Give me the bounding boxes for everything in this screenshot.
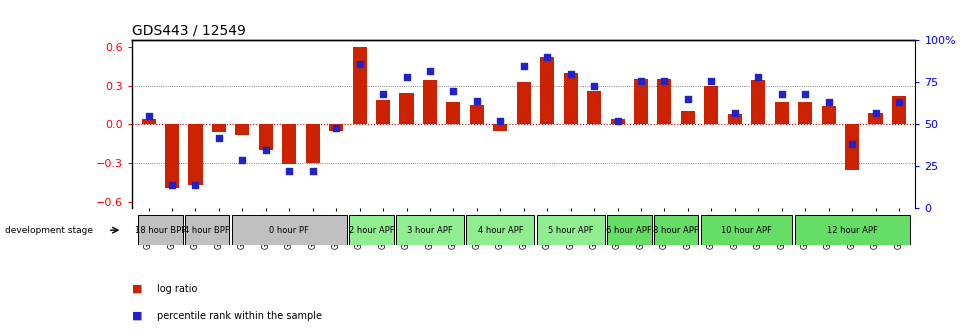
Bar	[587, 91, 600, 124]
Point	[562, 71, 578, 77]
Point	[633, 78, 648, 83]
Point	[141, 113, 156, 119]
Bar	[142, 119, 156, 124]
Bar	[540, 57, 554, 124]
Text: log ratio: log ratio	[156, 284, 197, 294]
Text: 4 hour BPF: 4 hour BPF	[184, 226, 230, 235]
Text: 0 hour PF: 0 hour PF	[269, 226, 309, 235]
Bar	[211, 124, 226, 132]
Point	[445, 88, 461, 93]
Point	[820, 100, 835, 105]
Point	[211, 135, 227, 140]
Bar	[188, 124, 202, 185]
Point	[515, 63, 531, 68]
Text: 6 hour APF: 6 hour APF	[605, 226, 651, 235]
Bar	[844, 124, 859, 170]
Point	[235, 157, 250, 162]
Bar	[329, 124, 343, 131]
Text: 18 hour BPF: 18 hour BPF	[135, 226, 186, 235]
Point	[609, 118, 625, 124]
Bar	[563, 73, 577, 124]
Point	[164, 182, 180, 187]
Point	[492, 118, 508, 124]
Point	[539, 54, 555, 60]
Bar	[376, 100, 389, 124]
Bar	[399, 93, 413, 124]
Point	[656, 78, 672, 83]
Bar	[352, 47, 367, 124]
Text: 8 hour APF: 8 hour APF	[652, 226, 698, 235]
Bar	[516, 82, 530, 124]
Bar	[821, 106, 835, 124]
Point	[281, 169, 296, 174]
Point	[867, 110, 882, 115]
Bar	[138, 215, 182, 245]
Point	[375, 91, 390, 97]
Text: GDS443 / 12549: GDS443 / 12549	[132, 24, 245, 38]
Bar	[232, 215, 346, 245]
Text: ■: ■	[132, 284, 146, 294]
Point	[843, 142, 859, 147]
Bar	[165, 124, 179, 187]
Point	[727, 110, 742, 115]
Point	[398, 75, 414, 80]
Point	[258, 147, 274, 152]
Bar	[867, 113, 881, 124]
Text: 12 hour APF: 12 hour APF	[825, 226, 876, 235]
Bar	[466, 215, 534, 245]
Bar	[349, 215, 393, 245]
Bar	[794, 215, 909, 245]
Bar	[305, 124, 320, 163]
Text: ■: ■	[132, 311, 146, 321]
Text: percentile rank within the sample: percentile rank within the sample	[156, 311, 322, 321]
Point	[703, 78, 719, 83]
Bar	[634, 79, 647, 124]
Point	[351, 61, 367, 67]
Point	[468, 98, 484, 103]
Text: 5 hour APF: 5 hour APF	[548, 226, 593, 235]
Bar	[536, 215, 604, 245]
Text: 2 hour APF: 2 hour APF	[348, 226, 394, 235]
Bar	[657, 79, 671, 124]
Point	[796, 91, 812, 97]
Text: 4 hour APF: 4 hour APF	[477, 226, 522, 235]
Bar	[774, 102, 788, 124]
Bar	[703, 86, 718, 124]
Bar	[185, 215, 229, 245]
Bar	[653, 215, 697, 245]
Bar	[797, 102, 812, 124]
Bar	[446, 102, 460, 124]
Point	[680, 96, 695, 102]
Bar	[422, 80, 436, 124]
Point	[304, 169, 320, 174]
Bar	[395, 215, 464, 245]
Bar	[493, 124, 507, 131]
Bar	[606, 215, 651, 245]
Point	[422, 68, 437, 73]
Point	[586, 83, 601, 88]
Point	[773, 91, 788, 97]
Bar	[258, 124, 273, 150]
Point	[188, 182, 203, 187]
Point	[890, 100, 906, 105]
Bar	[469, 105, 483, 124]
Point	[750, 75, 766, 80]
Bar	[727, 114, 741, 124]
Bar	[282, 124, 296, 164]
Bar	[610, 119, 624, 124]
Bar	[750, 80, 765, 124]
Point	[328, 125, 343, 130]
Bar	[700, 215, 791, 245]
Bar	[891, 96, 905, 124]
Text: 10 hour APF: 10 hour APF	[721, 226, 772, 235]
Bar	[680, 112, 694, 124]
Bar	[235, 124, 249, 135]
Text: development stage: development stage	[5, 226, 93, 235]
Text: 3 hour APF: 3 hour APF	[407, 226, 453, 235]
